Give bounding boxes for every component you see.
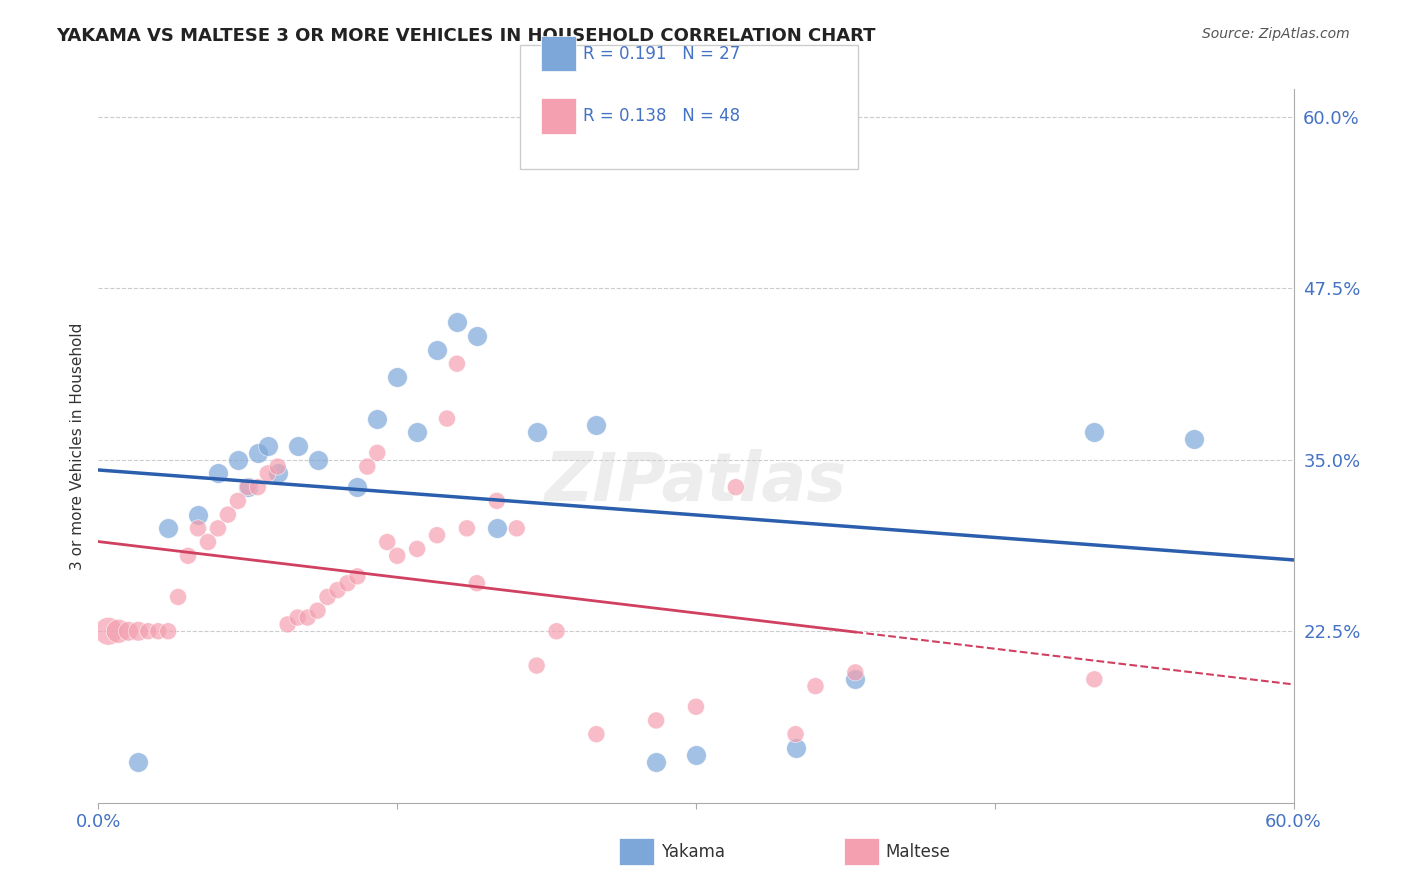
Point <box>526 658 548 673</box>
Point <box>385 549 409 563</box>
Text: ZIPatlas: ZIPatlas <box>546 449 846 515</box>
Point <box>526 425 548 440</box>
Point <box>485 494 508 508</box>
Point <box>307 452 329 467</box>
Point <box>157 624 180 639</box>
Point <box>107 624 129 639</box>
Point <box>187 508 209 522</box>
Point <box>1083 673 1105 687</box>
Point <box>217 508 239 522</box>
Point <box>844 673 866 687</box>
Point <box>226 452 249 467</box>
Point <box>127 755 149 769</box>
Point <box>236 480 259 494</box>
Point <box>366 411 388 425</box>
Point <box>177 549 200 563</box>
Point <box>136 624 159 639</box>
Point <box>546 624 568 639</box>
Point <box>346 480 368 494</box>
Point <box>157 521 180 535</box>
Point <box>585 727 607 741</box>
Point <box>246 446 269 460</box>
Point <box>585 418 607 433</box>
Y-axis label: 3 or more Vehicles in Household: 3 or more Vehicles in Household <box>69 322 84 570</box>
Point <box>197 535 219 549</box>
Point <box>356 459 378 474</box>
Point <box>336 576 359 591</box>
Point <box>446 357 468 371</box>
Point <box>465 329 488 343</box>
Point <box>685 699 707 714</box>
Point <box>226 494 249 508</box>
Point <box>406 541 429 556</box>
Point <box>426 528 449 542</box>
Point <box>645 714 668 728</box>
Text: R = 0.138   N = 48: R = 0.138 N = 48 <box>583 107 741 125</box>
Point <box>446 316 468 330</box>
Text: YAKAMA VS MALTESE 3 OR MORE VEHICLES IN HOUSEHOLD CORRELATION CHART: YAKAMA VS MALTESE 3 OR MORE VEHICLES IN … <box>56 27 876 45</box>
Point <box>267 467 290 481</box>
Point <box>267 459 290 474</box>
Text: R = 0.191   N = 27: R = 0.191 N = 27 <box>583 45 741 62</box>
Point <box>1083 425 1105 440</box>
Point <box>256 439 278 453</box>
Point <box>804 679 827 693</box>
Text: Source: ZipAtlas.com: Source: ZipAtlas.com <box>1202 27 1350 41</box>
Point <box>97 624 120 639</box>
Point <box>326 583 349 598</box>
Point <box>366 446 388 460</box>
Point <box>167 590 190 604</box>
Point <box>207 521 229 535</box>
Point <box>485 521 508 535</box>
Point <box>645 755 668 769</box>
Text: Maltese: Maltese <box>886 843 950 861</box>
Point <box>506 521 529 535</box>
Point <box>385 370 409 384</box>
Point <box>127 624 149 639</box>
Point <box>844 665 866 680</box>
Point <box>256 467 278 481</box>
Point <box>277 617 299 632</box>
Point <box>187 521 209 535</box>
Point <box>246 480 269 494</box>
Point <box>406 425 429 440</box>
Point <box>436 411 458 425</box>
Point <box>297 610 319 624</box>
Point <box>207 467 229 481</box>
Point <box>456 521 478 535</box>
Point <box>287 610 309 624</box>
Point <box>148 624 170 639</box>
Point <box>346 569 368 583</box>
Point <box>316 590 339 604</box>
Point <box>117 624 139 639</box>
Point <box>685 747 707 762</box>
Point <box>426 343 449 357</box>
Point <box>236 480 259 494</box>
Point <box>1182 432 1205 446</box>
Point <box>785 727 807 741</box>
Point <box>287 439 309 453</box>
Text: Yakama: Yakama <box>661 843 725 861</box>
Point <box>465 576 488 591</box>
Point <box>785 740 807 755</box>
Point <box>724 480 747 494</box>
Point <box>307 604 329 618</box>
Point <box>375 535 398 549</box>
